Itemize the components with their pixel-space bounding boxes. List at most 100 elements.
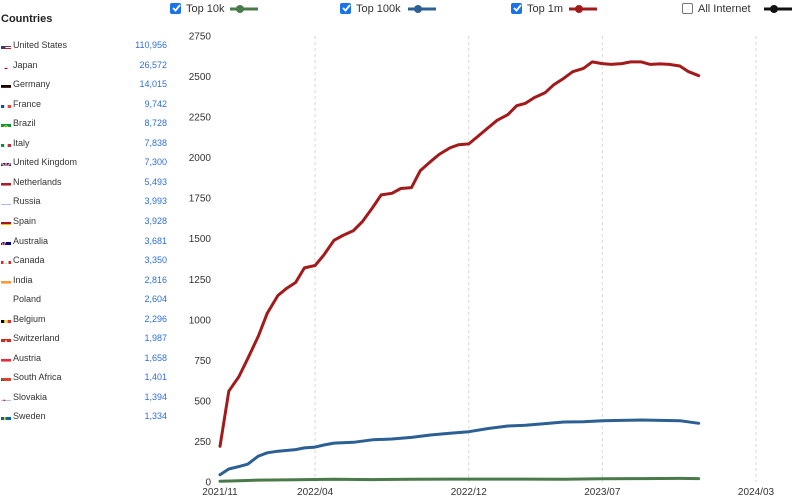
series-line-top-1m (218, 60, 701, 448)
country-name: Spain (13, 215, 37, 226)
all-internet-checkbox[interactable] (682, 3, 693, 14)
russia-flag-icon (1, 197, 11, 206)
x-axis: 2021/11 2022/04 2022/12 2023/07 2024/03 (202, 487, 774, 498)
brazil-flag-icon (1, 119, 11, 128)
sweden-flag-icon (1, 412, 11, 421)
belgium-flag-icon (1, 315, 11, 323)
india-flag-icon (1, 276, 11, 284)
country-name: Japan (13, 59, 38, 70)
country-row[interactable]: Russia 3,993 (0, 194, 175, 210)
all-internet-line-swatch-icon (764, 5, 792, 13)
country-row[interactable]: Belgium 2,296 (0, 312, 175, 328)
country-value: 1,401 (144, 372, 167, 383)
top-1m-checkbox[interactable] (511, 3, 522, 14)
top-100k-checkbox[interactable] (340, 3, 351, 14)
legend-top-1m[interactable]: Top 1m (511, 2, 611, 18)
x-tick-label: 2022/04 (297, 487, 334, 498)
chart-legend: Top 10k Top 100k Top 1m All Internet (0, 0, 800, 22)
country-name: Italy (13, 137, 30, 148)
series-line-top-10k (218, 476, 701, 483)
country-name: India (13, 274, 33, 285)
germany-flag-icon (1, 80, 11, 89)
country-row[interactable]: Sweden 1,334 (0, 409, 175, 425)
country-value: 3,928 (144, 215, 167, 226)
top-10k-checkbox[interactable] (170, 3, 181, 14)
switzerland-flag-icon (1, 334, 11, 343)
legend-all-internet[interactable]: All Internet (682, 2, 798, 18)
country-name: United Kingdom (13, 157, 78, 168)
chart-grid (314, 36, 757, 482)
legend-top-100k[interactable]: Top 100k (340, 2, 450, 18)
country-name: Australia (13, 235, 49, 246)
australia-flag-icon (1, 237, 11, 245)
country-row[interactable]: Italy 7,838 (0, 136, 175, 152)
country-row[interactable]: Slovakia 1,394 (0, 390, 175, 406)
x-tick-label: 2021/11 (202, 487, 238, 498)
country-row[interactable]: France 9,742 (0, 97, 175, 113)
netherlands-flag-icon (1, 178, 11, 186)
top-1m-line-swatch-icon (569, 5, 597, 13)
chart-series (218, 60, 701, 483)
y-tick-label: 2500 (189, 72, 212, 83)
country-name: Slovakia (13, 391, 48, 402)
top-10k-label: Top 10k (186, 3, 225, 15)
top-1m-label: Top 1m (527, 3, 564, 15)
country-row[interactable]: Austria 1,658 (0, 351, 175, 367)
country-name: Belgium (13, 313, 46, 324)
france-flag-icon (1, 100, 11, 108)
country-value: 1,658 (144, 352, 167, 363)
canada-flag-icon (1, 256, 11, 265)
country-row[interactable]: Australia 3,681 (0, 234, 175, 250)
y-tick-label: 750 (194, 356, 211, 367)
series-line-top-100k (218, 418, 701, 477)
y-tick-label: 500 (194, 396, 211, 407)
country-value: 2,296 (144, 313, 167, 324)
country-name: Switzerland (13, 333, 60, 344)
y-tick-label: 250 (194, 437, 211, 448)
y-tick-label: 1500 (189, 234, 212, 245)
country-name: Poland (13, 294, 42, 305)
country-row[interactable]: United Kingdom 7,300 (0, 155, 175, 171)
country-name: France (13, 98, 42, 109)
country-row[interactable]: South Africa 1,401 (0, 370, 175, 386)
austria-flag-icon (1, 354, 11, 362)
country-row[interactable]: Poland 2,604 (0, 292, 175, 308)
country-row[interactable]: Canada 3,350 (0, 253, 175, 269)
country-row[interactable]: United States 110,956 (0, 38, 175, 54)
y-axis: 0 250 500 750 1000 1250 1500 1750 2000 2250 2500 27… (189, 32, 212, 489)
country-name: Russia (13, 196, 41, 207)
x-tick-label: 2023/07 (584, 487, 621, 498)
y-tick-label: 2750 (189, 32, 212, 43)
country-value: 110,956 (135, 40, 167, 50)
country-value: 1,987 (144, 333, 167, 344)
y-tick-label: 1250 (189, 275, 212, 286)
country-name: Sweden (13, 411, 46, 422)
top-100k-line-swatch-icon (408, 5, 436, 13)
y-tick-label: 1750 (189, 194, 212, 205)
country-row[interactable]: Japan 26,572 (0, 58, 175, 74)
country-value: 14,015 (139, 79, 167, 90)
country-value: 7,300 (144, 157, 167, 168)
country-value: 3,350 (144, 255, 167, 266)
country-row[interactable]: India 2,816 (0, 273, 175, 289)
country-name: Netherlands (13, 176, 62, 187)
country-row[interactable]: Brazil 8,728 (0, 116, 175, 132)
country-name: South Africa (13, 372, 62, 383)
south-africa-flag-icon (1, 373, 11, 382)
countries-sidebar: Countries United States 110,956 Japan 26,57… (0, 0, 180, 498)
country-row[interactable]: Netherlands 5,493 (0, 175, 175, 191)
legend-top-10k[interactable]: Top 10k (170, 2, 270, 18)
y-tick-label: 1000 (189, 315, 212, 326)
top-10k-line-swatch-icon (230, 5, 258, 13)
country-name: Brazil (13, 118, 36, 129)
us-flag-icon (1, 41, 11, 49)
slovakia-flag-icon (1, 393, 11, 401)
x-tick-label: 2022/12 (451, 487, 488, 498)
country-name: Austria (13, 352, 42, 363)
country-row[interactable]: Spain 3,928 (0, 214, 175, 230)
country-row[interactable]: Germany 14,015 (0, 77, 175, 93)
country-row[interactable]: Switzerland 1,987 (0, 331, 175, 347)
y-tick-label: 2000 (189, 153, 212, 164)
uk-flag-icon (1, 158, 11, 167)
